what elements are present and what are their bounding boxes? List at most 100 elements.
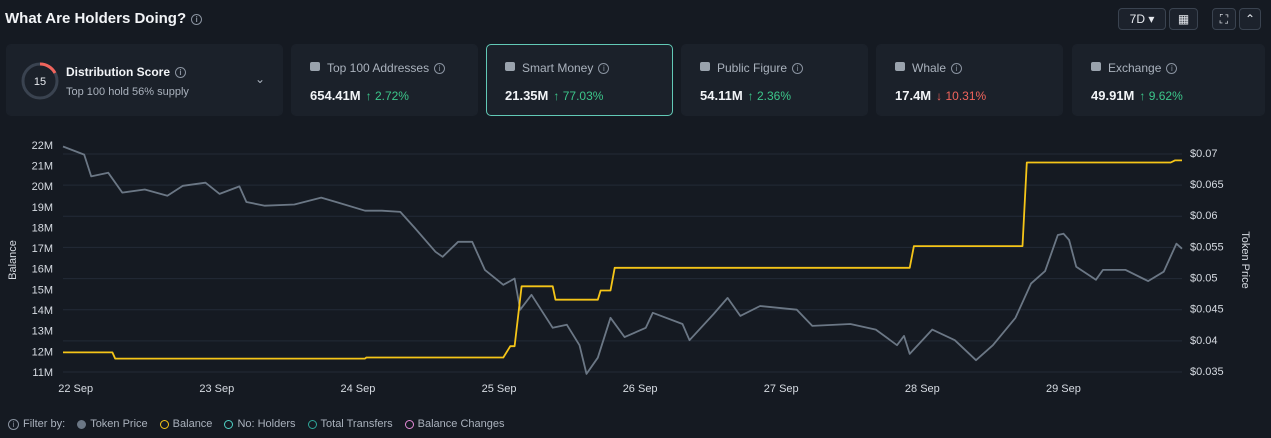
range-label: 7D	[1129, 12, 1145, 26]
card-value: 54.11M ↑ 2.36%	[700, 88, 791, 103]
y2-tick-label: $0.055	[1190, 241, 1224, 253]
card-change: ↑ 77.03%	[553, 89, 603, 103]
filter-dot	[307, 419, 317, 429]
card-icon	[700, 62, 710, 71]
card-value-text: 654.41M	[310, 88, 361, 103]
range-button[interactable]: 7D ▾	[1118, 8, 1166, 30]
filter-text: Balance Changes	[417, 418, 505, 430]
y-tick-label: 14M	[32, 305, 53, 317]
x-tick-label: 24 Sep	[340, 383, 375, 395]
filter-text: No: Holders	[237, 418, 296, 430]
card-label-text: Smart Money	[522, 61, 594, 75]
change-arrow: ↑	[1139, 89, 1149, 103]
score-card[interactable]: 15 Distribution Score i Top 100 hold 56% …	[6, 44, 283, 116]
card-change: ↑ 9.62%	[1139, 89, 1182, 103]
filter-dot	[404, 419, 414, 429]
card-label: Public Figure i	[717, 61, 804, 75]
filter-dot	[224, 419, 234, 429]
change-text: 2.36%	[757, 89, 792, 103]
y-tick-label: 22M	[32, 140, 53, 152]
card-value-text: 21.35M	[505, 88, 549, 103]
score-subtitle: Top 100 hold 56% supply	[66, 86, 189, 98]
card-value-text: 17.4M	[895, 88, 932, 103]
filters: i Filter by: Token Price Balance No: Holder…	[8, 418, 505, 430]
y-tick-label: 18M	[32, 222, 53, 234]
card-icon	[1091, 62, 1101, 71]
stat-card[interactable]: Exchange i 49.91M ↑ 9.62%	[1072, 44, 1265, 116]
y-tick-label: 15M	[32, 284, 53, 296]
x-tick-label: 28 Sep	[905, 383, 940, 395]
card-label: Smart Money i	[522, 61, 610, 75]
filter-dot	[77, 419, 87, 429]
card-value: 49.91M ↑ 9.62%	[1091, 88, 1183, 103]
y-tick-label: 12M	[32, 346, 53, 358]
change-text: 9.62%	[1148, 89, 1183, 103]
x-tick-label: 23 Sep	[199, 383, 234, 395]
fullscreen-button[interactable]: ⛶	[1212, 8, 1236, 30]
filter-item[interactable]: Balance Changes	[404, 418, 505, 430]
card-label: Exchange i	[1108, 61, 1178, 75]
card-label-text: Public Figure	[717, 61, 788, 75]
filter-item[interactable]: No: Holders	[224, 418, 296, 430]
y-tick-label: 11M	[32, 367, 53, 379]
stat-card[interactable]: Top 100 Addresses i 654.41M ↑ 2.72%	[291, 44, 478, 116]
change-text: 77.03%	[562, 89, 604, 103]
score-title-text: Distribution Score	[66, 65, 171, 79]
card-label-text: Whale	[912, 61, 947, 75]
score-ring: 15	[21, 62, 59, 100]
change-text: 10.31%	[945, 89, 987, 103]
y2-tick-label: $0.065	[1190, 179, 1224, 191]
calendar-button[interactable]: ▦	[1169, 8, 1198, 30]
card-value-text: 54.11M	[700, 88, 743, 103]
card-label-text: Top 100 Addresses	[327, 61, 430, 75]
change-arrow: ↑	[747, 89, 757, 103]
y2-tick-label: $0.045	[1190, 304, 1224, 316]
stat-card[interactable]: Smart Money i 21.35M ↑ 77.03%	[486, 44, 673, 116]
change-text: 2.72%	[374, 89, 409, 103]
y-tick-label: 17M	[32, 243, 53, 255]
filter-label: i Filter by:	[8, 418, 65, 430]
change-arrow: ↑	[553, 89, 563, 103]
y2-tick-label: $0.07	[1190, 148, 1218, 160]
filter-text: Total Transfers	[320, 418, 393, 430]
x-tick-label: 22 Sep	[58, 383, 93, 395]
x-tick-label: 27 Sep	[764, 383, 799, 395]
card-value: 654.41M ↑ 2.72%	[310, 88, 409, 103]
y-tick-label: 21M	[32, 161, 53, 173]
card-icon	[505, 62, 515, 71]
stat-card[interactable]: Public Figure i 54.11M ↑ 2.36%	[681, 44, 868, 116]
info-icon[interactable]: i	[191, 13, 203, 25]
widget-title: What Are Holders Doing?	[5, 10, 187, 27]
filter-item[interactable]: Total Transfers	[307, 418, 393, 430]
card-change: ↓ 10.31%	[936, 89, 986, 103]
card-label-text: Exchange	[1108, 61, 1162, 75]
score-title: Distribution Score i	[66, 65, 187, 79]
y2-tick-label: $0.06	[1190, 210, 1218, 222]
y-tick-label: 20M	[32, 181, 53, 193]
y-tick-label: 19M	[32, 202, 53, 214]
y2-tick-label: $0.04	[1190, 335, 1218, 347]
info-icon: i	[1166, 63, 1178, 75]
score-value: 15	[34, 76, 46, 88]
series-line	[63, 159, 1182, 360]
x-tick-label: 29 Sep	[1046, 383, 1081, 395]
expand-chevron[interactable]: ⌄	[255, 72, 266, 86]
y2-tick-label: $0.035	[1190, 366, 1224, 378]
card-value: 17.4M ↓ 10.31%	[895, 88, 986, 103]
filter-item[interactable]: Token Price	[77, 418, 148, 430]
card-change: ↑ 2.36%	[748, 89, 791, 103]
card-change: ↑ 2.72%	[366, 89, 409, 103]
stat-card[interactable]: Whale i 17.4M ↓ 10.31%	[876, 44, 1063, 116]
filter-item[interactable]: Balance	[159, 418, 212, 430]
info-icon: i	[951, 63, 963, 75]
series-line	[62, 145, 1183, 375]
y-axis-title: Balance	[7, 240, 19, 280]
y-tick-label: 16M	[32, 264, 53, 276]
x-tick-label: 25 Sep	[482, 383, 517, 395]
collapse-button[interactable]: ⌃	[1239, 8, 1261, 30]
info-icon: i	[792, 63, 804, 75]
card-icon	[310, 62, 320, 71]
card-label: Whale i	[912, 61, 963, 75]
info-icon: i	[598, 63, 610, 75]
